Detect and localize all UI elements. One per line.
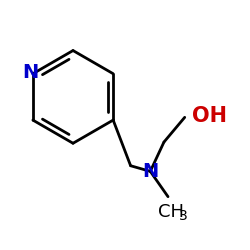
Text: OH: OH xyxy=(192,106,227,126)
Text: N: N xyxy=(22,63,39,82)
Text: CH: CH xyxy=(158,203,184,221)
Text: 3: 3 xyxy=(179,209,188,223)
Text: N: N xyxy=(142,162,158,181)
